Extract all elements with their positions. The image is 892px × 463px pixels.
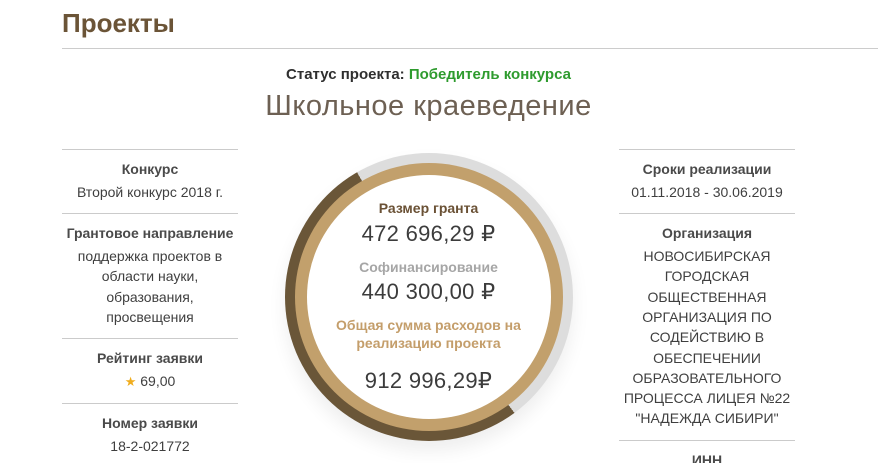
info-section-competition: Конкурс Второй конкурс 2018 г. xyxy=(62,149,238,213)
title-divider xyxy=(62,48,878,49)
project-status: Статус проекта: Победитель конкурса xyxy=(62,66,795,83)
competition-label: Конкурс xyxy=(121,161,179,177)
page-title: Проекты xyxy=(62,8,175,38)
right-info-column: Сроки реализации 01.11.2018 - 30.06.2019… xyxy=(619,149,795,463)
project-status-value: Победитель конкурса xyxy=(408,66,571,83)
inn-label: ИНН xyxy=(691,451,723,463)
grant-size-label: Размер гранта xyxy=(378,200,479,216)
competition-value: Второй конкурс 2018 г. xyxy=(76,183,224,200)
info-section-rating: Рейтинг заявки ★ 69,00 xyxy=(62,338,238,403)
project-title: Школьное краеведение xyxy=(265,90,592,122)
total-expenses-value: 912 996,29₽ xyxy=(364,368,493,393)
cofinancing-value: 440 300,00 ₽ xyxy=(361,279,496,304)
project-status-label: Статус проекта: xyxy=(286,66,405,83)
rating-number: 69,00 xyxy=(140,373,176,390)
star-icon: ★ xyxy=(124,374,137,390)
rating-label: Рейтинг заявки xyxy=(97,350,203,367)
left-info-column: Конкурс Второй конкурс 2018 г. Грантовое… xyxy=(62,149,238,463)
cofinancing-label: Софинансирование xyxy=(359,258,498,275)
info-section-inn: ИНН 5407957970 xyxy=(619,439,795,463)
grant-direction-label: Грантовое направление xyxy=(66,225,234,242)
info-section-application-number: Номер заявки 18-2-021772 xyxy=(62,403,238,463)
budget-donut-chart: Размер гранта 472 696,29 ₽ Софинансирова… xyxy=(284,153,573,441)
grant-size-value: 472 696,29 ₽ xyxy=(361,220,496,246)
info-section-timeline: Сроки реализации 01.11.2018 - 30.06.2019 xyxy=(619,149,795,213)
grant-direction-value: поддержка проектов в области науки, обра… xyxy=(77,248,223,325)
donut-center: Размер гранта 472 696,29 ₽ Софинансирова… xyxy=(306,175,551,419)
application-number-value: 18-2-021772 xyxy=(110,437,190,454)
timeline-value: 01.11.2018 - 30.06.2019 xyxy=(631,183,783,200)
total-expenses-label: Общая сумма расходов на реализацию проек… xyxy=(336,317,521,351)
organization-value: НОВОСИБИРСКАЯ ГОРОДСКАЯ ОБЩЕСТВЕННАЯ ОРГ… xyxy=(623,248,791,427)
application-number-label: Номер заявки xyxy=(101,415,198,431)
organization-label: Организация xyxy=(661,225,753,242)
rating-value: ★ 69,00 xyxy=(64,371,236,392)
timeline-label: Сроки реализации xyxy=(642,161,772,177)
info-section-organization: Организация НОВОСИБИРСКАЯ ГОРОДСКАЯ ОБЩЕ… xyxy=(619,213,795,440)
info-section-grant-direction: Грантовое направление поддержка проектов… xyxy=(62,213,238,338)
